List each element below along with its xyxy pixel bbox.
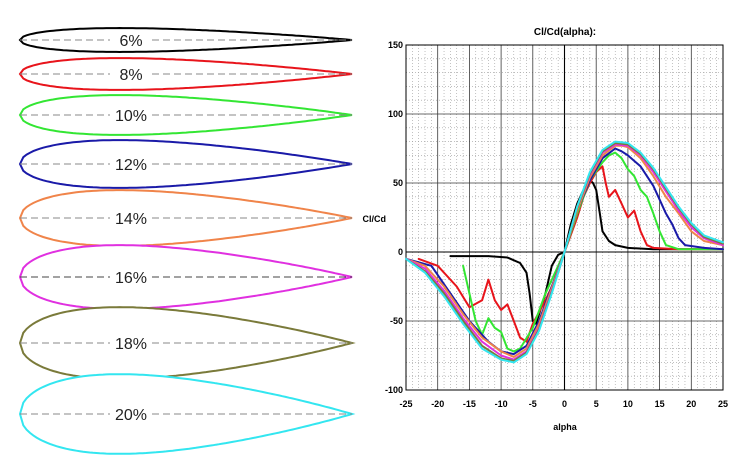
- x-tick-label: 20: [686, 399, 696, 409]
- label-backdrop: [110, 334, 152, 352]
- label-backdrop: [110, 209, 152, 227]
- airfoil-18-percent: 18%: [18, 306, 356, 380]
- airfoil-profiles: 6% 8% 10% 12% 14% 16% 18% 20%: [18, 26, 356, 455]
- x-tick-label: 5: [594, 399, 599, 409]
- airfoil-thickness-label: 16%: [115, 270, 147, 287]
- airfoil-thickness-label: 14%: [115, 211, 147, 228]
- y-tick-label: 0: [398, 247, 403, 257]
- y-tick-label: -50: [390, 316, 403, 326]
- airfoil-20-percent: 20%: [18, 373, 356, 455]
- airfoil-12-percent: 12%: [18, 139, 353, 189]
- x-tick-label: 25: [718, 399, 728, 409]
- airfoil-thickness-label: 12%: [115, 157, 147, 174]
- airfoil-thickness-label: 8%: [119, 67, 142, 84]
- x-axis-label: alpha: [553, 422, 578, 432]
- x-tick-label: -20: [431, 399, 444, 409]
- series-line-1: [449, 179, 724, 325]
- airfoil-8-percent: 8%: [18, 57, 353, 91]
- series-line-8: [405, 140, 724, 364]
- label-backdrop: [110, 31, 152, 49]
- airfoil-14-percent: 14%: [18, 189, 353, 247]
- x-tick-label: -25: [399, 399, 412, 409]
- cl-cd-chart: -25 -20 -15 -10 -5 0 5 10 15 20 25-100-50050100150…: [363, 27, 729, 432]
- y-axis-label: Cl/Cd: [363, 214, 387, 224]
- chart-title: Cl/Cd(alpha):: [534, 27, 596, 38]
- label-backdrop: [110, 155, 152, 173]
- airfoil-thickness-label: 10%: [115, 108, 147, 125]
- y-tick-label: 150: [388, 40, 403, 50]
- airfoil-thickness-label: 18%: [115, 336, 147, 353]
- y-tick-label: 50: [393, 178, 403, 188]
- airfoil-thickness-label: 20%: [115, 407, 147, 424]
- chart-series: [405, 140, 724, 364]
- label-backdrop: [110, 65, 152, 83]
- series-line-5: [405, 144, 724, 358]
- label-backdrop: [110, 405, 152, 423]
- x-tick-label: 0: [562, 399, 567, 409]
- airfoil-6-percent: 6%: [18, 26, 353, 54]
- airfoil-thickness-label: 6%: [119, 33, 142, 50]
- plot-frame: [405, 44, 724, 391]
- airfoil-10-percent: 10%: [18, 94, 353, 136]
- x-tick-label: 15: [655, 399, 665, 409]
- airfoil-16-percent: 16%: [18, 244, 353, 310]
- chart-grid: [405, 44, 724, 391]
- y-tick-label: -100: [385, 385, 403, 395]
- x-tick-label: -10: [495, 399, 508, 409]
- x-tick-label: 10: [623, 399, 633, 409]
- y-tick-label: 100: [388, 109, 403, 119]
- x-tick-label: -15: [463, 399, 476, 409]
- label-backdrop: [110, 106, 152, 124]
- label-backdrop: [110, 268, 152, 286]
- x-tick-label: -5: [529, 399, 537, 409]
